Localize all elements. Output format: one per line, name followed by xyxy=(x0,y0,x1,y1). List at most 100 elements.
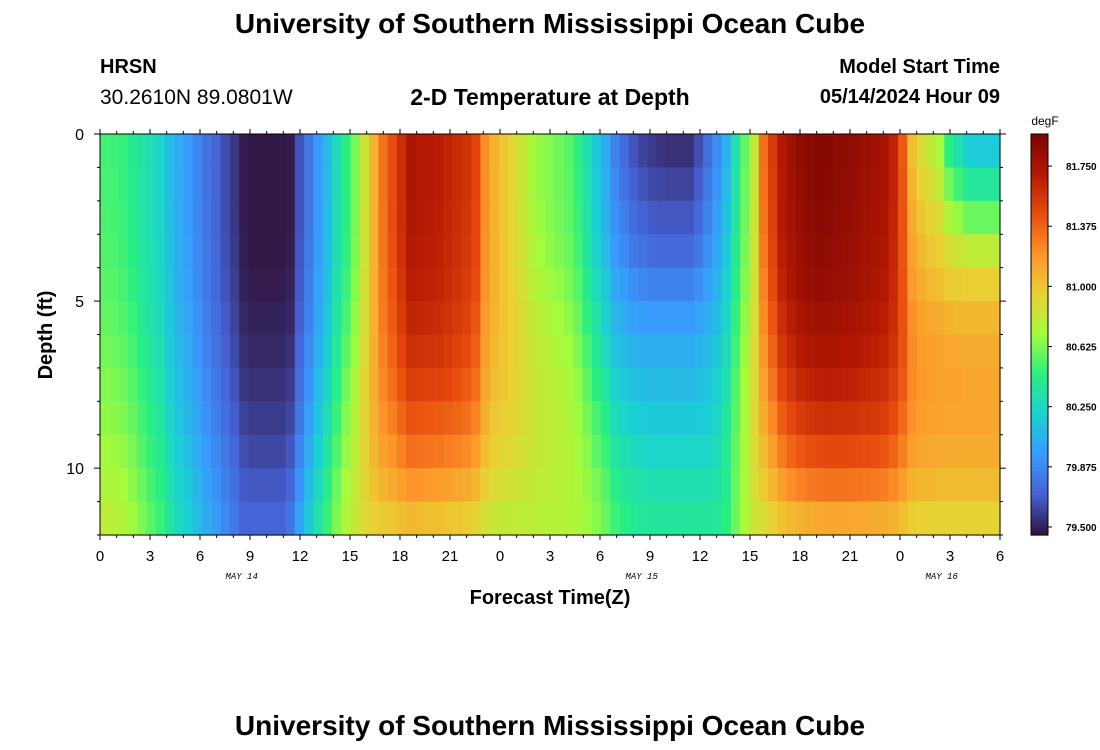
colorbar-swatch xyxy=(1031,434,1048,440)
heatmap-cell xyxy=(118,234,129,269)
heatmap-cell xyxy=(183,301,194,336)
heatmap-cell xyxy=(378,334,389,369)
heatmap-cell xyxy=(953,501,964,536)
heatmap-cell xyxy=(517,334,528,369)
heatmap-cell xyxy=(944,301,955,336)
heatmap-cell xyxy=(341,334,352,369)
heatmap-cell xyxy=(591,401,602,436)
heatmap-cell xyxy=(554,468,565,503)
heatmap-cell xyxy=(192,267,203,302)
heatmap-cell xyxy=(554,301,565,336)
heatmap-cell xyxy=(870,334,880,369)
heatmap-cell xyxy=(517,401,528,436)
heatmap-cell xyxy=(703,501,713,536)
heatmap-cell xyxy=(693,434,704,469)
heatmap-cell xyxy=(888,434,899,469)
heatmap-cell xyxy=(471,134,482,169)
colorbar-swatch xyxy=(1031,214,1048,219)
heatmap-cell xyxy=(730,267,741,302)
heatmap-cell xyxy=(721,367,732,402)
heatmap-cell xyxy=(684,301,695,336)
heatmap-cell xyxy=(935,367,945,402)
heatmap-cell xyxy=(137,434,147,469)
heatmap-cell xyxy=(591,434,602,469)
heatmap-cell xyxy=(239,200,250,235)
heatmap-cell xyxy=(415,501,426,536)
x-tick-label: 3 xyxy=(146,548,154,565)
heatmap-cell xyxy=(573,468,584,503)
heatmap-cell xyxy=(619,167,630,202)
heatmap-cell xyxy=(396,134,407,169)
heatmap-cell xyxy=(870,234,880,269)
heatmap-cell xyxy=(981,468,992,503)
heatmap-cell xyxy=(656,401,667,436)
heatmap-cell xyxy=(721,234,732,269)
heatmap-cell xyxy=(693,468,704,503)
heatmap-cell xyxy=(628,468,639,503)
heatmap-cell xyxy=(832,334,843,369)
colorbar-swatch xyxy=(1031,278,1048,283)
heatmap-cell xyxy=(582,267,593,302)
heatmap-cell xyxy=(712,401,723,436)
heatmap-cell xyxy=(703,468,713,503)
heatmap-cell xyxy=(545,234,556,269)
colorbar-swatch xyxy=(1031,326,1048,332)
heatmap-cell xyxy=(703,401,713,436)
heatmap-cell xyxy=(712,434,723,469)
heatmap-cell xyxy=(536,200,546,235)
heatmap-cell xyxy=(304,234,314,269)
heatmap-cell xyxy=(461,367,472,402)
heatmap-cell xyxy=(814,334,825,369)
heatmap-cell xyxy=(712,234,723,269)
heatmap-cell xyxy=(675,468,686,503)
heatmap-cell xyxy=(155,401,166,436)
heatmap-cell xyxy=(127,401,138,436)
heatmap-cell xyxy=(712,200,723,235)
heatmap-cell xyxy=(582,401,593,436)
heatmap-cell xyxy=(248,334,259,369)
heatmap-cell xyxy=(220,200,231,235)
heatmap-cell xyxy=(369,267,379,302)
heatmap-cell xyxy=(331,334,342,369)
colorbar-swatch xyxy=(1031,306,1048,312)
heatmap-cell xyxy=(536,401,546,436)
heatmap-cell xyxy=(870,501,880,536)
heatmap-cell xyxy=(647,434,658,469)
heatmap-cell xyxy=(118,334,129,369)
heatmap-cell xyxy=(665,134,676,169)
heatmap-cell xyxy=(832,267,843,302)
colorbar-swatch xyxy=(1031,158,1048,163)
heatmap-cell xyxy=(823,200,834,235)
heatmap-cell xyxy=(842,401,853,436)
heatmap-cell xyxy=(285,267,296,302)
heatmap-cell xyxy=(276,501,287,536)
heatmap-cell xyxy=(981,301,992,336)
heatmap-cell xyxy=(870,468,880,503)
heatmap-cell xyxy=(610,134,621,169)
heatmap-cell xyxy=(870,200,880,235)
heatmap-cell xyxy=(665,301,676,336)
heatmap-cell xyxy=(573,200,584,235)
heatmap-cell xyxy=(656,267,667,302)
heatmap-cell xyxy=(211,334,222,369)
heatmap-cell xyxy=(164,134,175,169)
heatmap-cell xyxy=(294,434,305,469)
heatmap-cell xyxy=(109,501,120,536)
heatmap-cell xyxy=(471,434,482,469)
colorbar-swatch xyxy=(1031,470,1048,476)
heatmap-cell xyxy=(573,334,584,369)
heatmap-cell xyxy=(109,167,120,202)
colorbar-swatch xyxy=(1031,422,1048,428)
heatmap-cell xyxy=(832,234,843,269)
heatmap-cell xyxy=(647,134,658,169)
heatmap-cell xyxy=(164,334,175,369)
heatmap-cell xyxy=(183,468,194,503)
heatmap-cell xyxy=(972,200,983,235)
heatmap-cell xyxy=(684,434,695,469)
heatmap-cell xyxy=(434,434,444,469)
heatmap-cell xyxy=(257,267,268,302)
heatmap-cell xyxy=(870,434,880,469)
heatmap-cell xyxy=(396,234,407,269)
heatmap-cell xyxy=(350,501,361,536)
heatmap-cell xyxy=(916,468,927,503)
